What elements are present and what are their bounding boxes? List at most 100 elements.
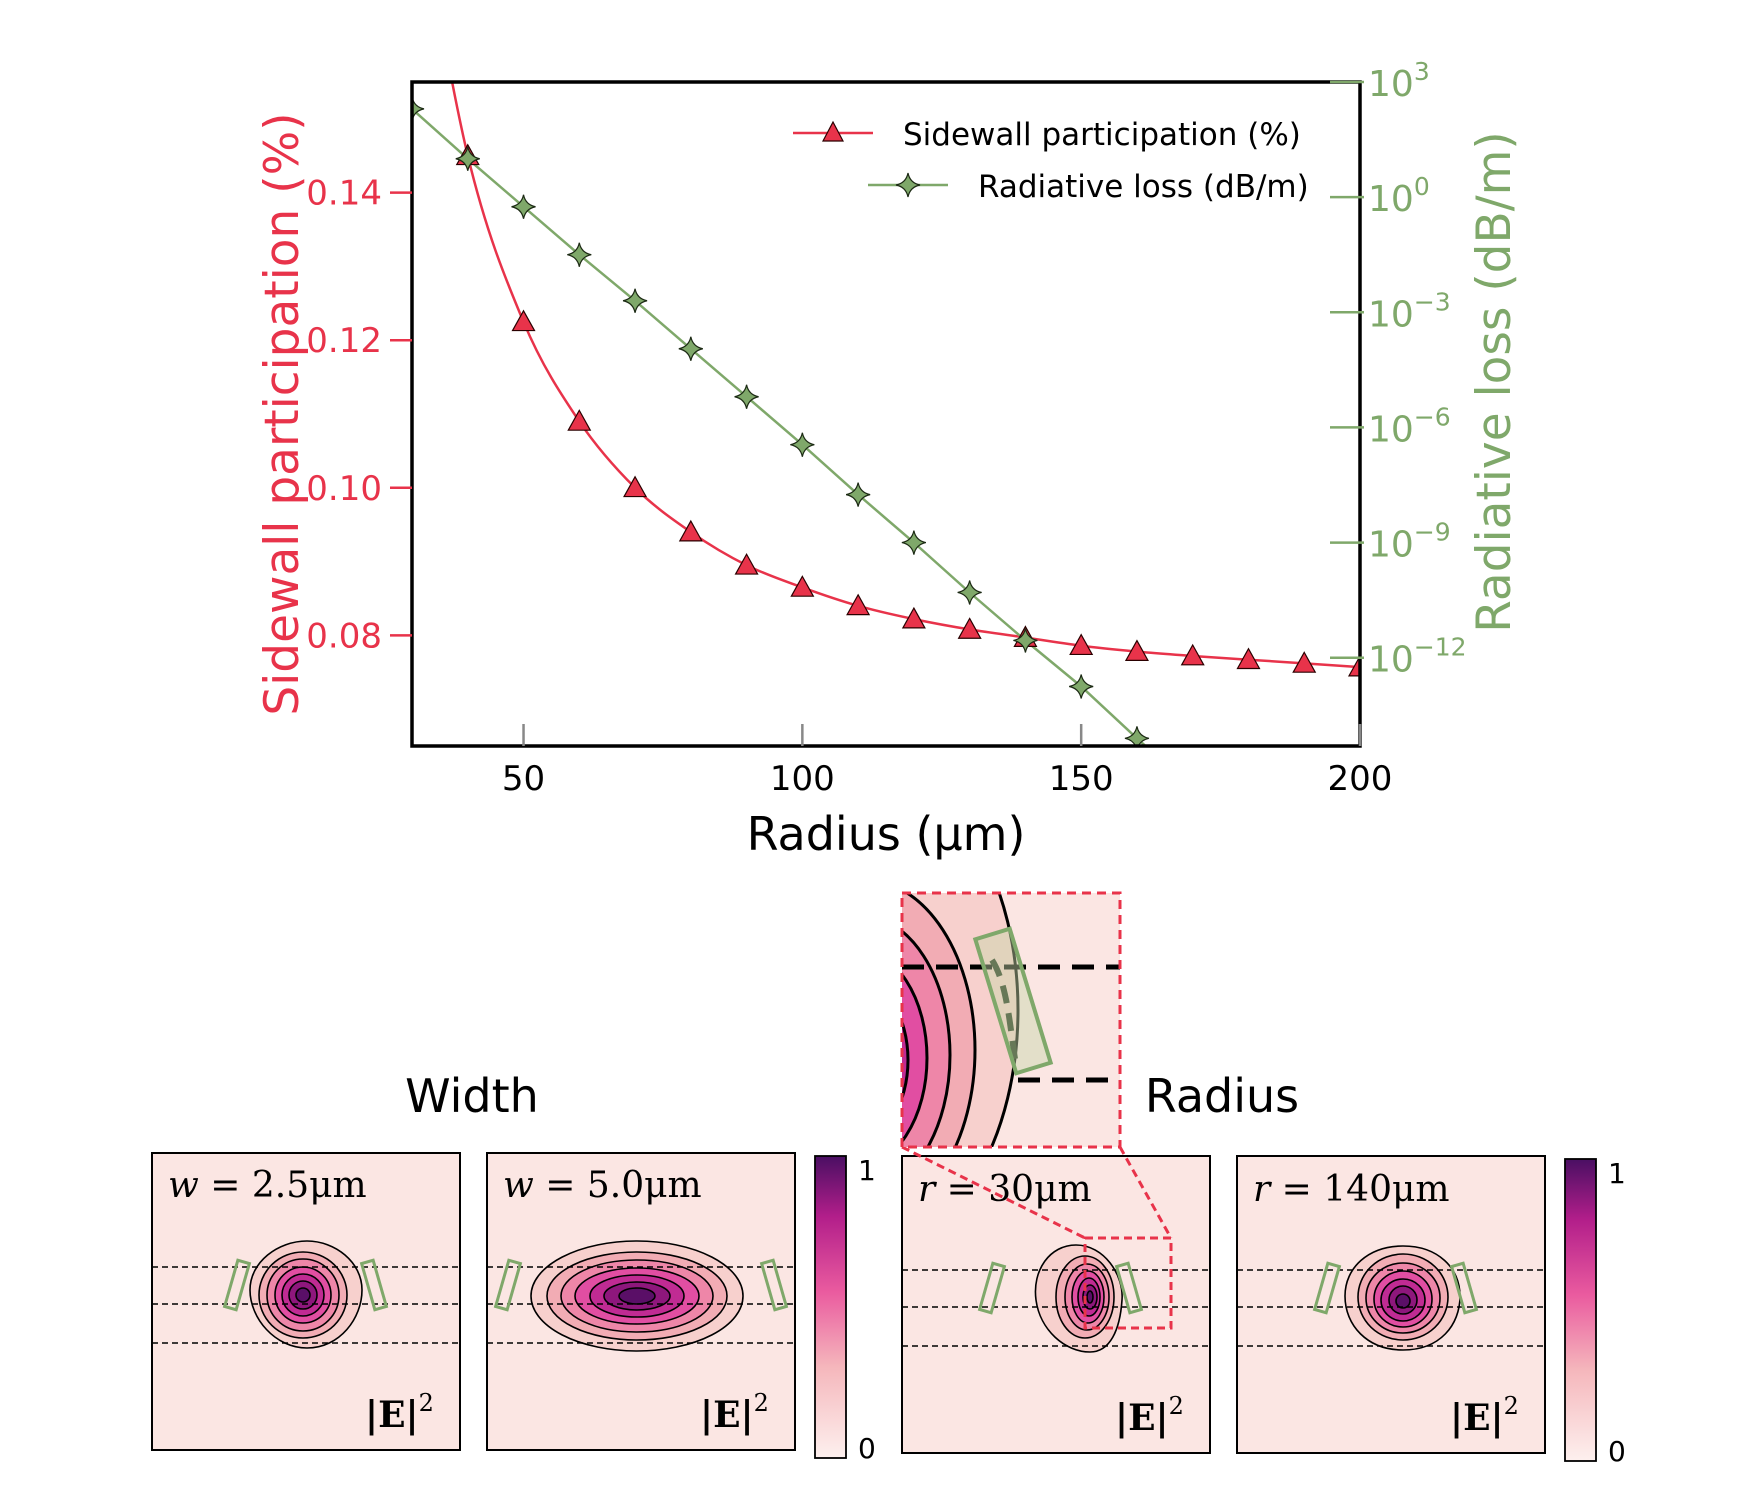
- colorbar-width: 1 0: [814, 1154, 876, 1465]
- field-panel-r-30: r = 30μm |E|2: [901, 1155, 1211, 1454]
- zoom-connectors: [901, 1145, 1173, 1240]
- marker-sidewall-160: [1124, 639, 1149, 661]
- left-tick-label-0.14: 0.14: [306, 174, 382, 214]
- panel-label: w = 5.0μm: [503, 1165, 702, 1206]
- right-y-axis-label: Radiative loss (dB/m): [1467, 131, 1522, 632]
- marker-radiative-90: [734, 384, 759, 409]
- group-title-radius: Radius: [1145, 1069, 1299, 1123]
- panel-frame: [901, 1155, 1211, 1454]
- dual-axis-chart: 50 100 150 200 0.08 0.10 0.12 0.14 103 100 10−3 10−…: [255, 57, 1522, 861]
- sidewall-right: [759, 1258, 789, 1312]
- zoom-inset: [900, 891, 1122, 1149]
- x-axis-label: Radius (μm): [747, 807, 1026, 861]
- inset-layer-boundaries: [902, 964, 1120, 1083]
- colorbar-radius: 1 0: [1564, 1157, 1626, 1468]
- left-tick-label-0.12: 0.12: [306, 321, 382, 361]
- marker-radiative-50: [511, 194, 536, 219]
- inset-contents: [902, 893, 1120, 1147]
- marker-radiative-130: [957, 580, 982, 605]
- field-panel-w-2.5: w = 2.5μm |E|2: [151, 1152, 461, 1451]
- left-tick-label-0.10: 0.10: [306, 469, 382, 509]
- sidewall-right: [359, 1258, 389, 1312]
- marker-radiative-110: [845, 482, 871, 507]
- marker-radiative-60: [567, 242, 592, 267]
- mode-contours: [1344, 1245, 1461, 1351]
- zoom-region: [1083, 1236, 1173, 1330]
- x-tick-label-50: 50: [502, 759, 545, 799]
- plot-frame: [410, 80, 1362, 748]
- quantity-label: |E|2: [1115, 1392, 1184, 1439]
- colorbar-scale: [814, 1155, 847, 1459]
- series-line-sidewall: [450, 82, 1360, 669]
- right-tick-label-3: 103: [1368, 57, 1430, 105]
- x-tick-label-200: 200: [1328, 759, 1393, 799]
- sidewall-left: [493, 1258, 523, 1312]
- right-tick-label--9: 10−9: [1368, 518, 1451, 566]
- colorbar-max-label: 1: [858, 1154, 876, 1187]
- marker-sidewall-60: [567, 409, 592, 431]
- group-title-width: Width: [405, 1069, 539, 1123]
- marker-radiative-70: [622, 288, 648, 313]
- marker-sidewall-170: [1180, 643, 1205, 666]
- legend-label-sidewall: Sidewall participation (%): [903, 117, 1301, 153]
- panel-contents: [1237, 1245, 1545, 1351]
- right-tick-label--6: 10−6: [1368, 402, 1451, 450]
- marker-sidewall-180: [1236, 647, 1261, 670]
- colorbar-min-label: 0: [1608, 1435, 1626, 1468]
- panel-frame: [1236, 1155, 1546, 1454]
- marker-sidewall-90: [734, 553, 759, 575]
- panel-label: r = 140μm: [1253, 1169, 1450, 1210]
- layer-boundaries: [902, 1269, 1210, 1347]
- legend-marker-triangle: [822, 120, 844, 142]
- marker-radiative-80: [678, 336, 703, 361]
- field-panel-r-140: r = 140μm |E|2: [1236, 1155, 1546, 1454]
- sidewall-right: [1449, 1261, 1479, 1315]
- marker-radiative-150: [1069, 674, 1094, 699]
- right-tick-label--3: 10−3: [1368, 287, 1451, 335]
- legend-label-radiative: Radiative loss (dB/m): [978, 169, 1309, 205]
- marker-sidewall-120: [901, 606, 926, 629]
- layer-boundaries: [1237, 1269, 1545, 1347]
- panel-contents: [487, 1240, 795, 1352]
- x-tick-label-150: 150: [1049, 759, 1114, 799]
- quantity-label: |E|2: [365, 1389, 434, 1436]
- sidewall-left: [977, 1261, 1007, 1315]
- field-panels: Width Radius: [151, 891, 1626, 1468]
- series-layer: [412, 82, 1360, 800]
- layer-boundaries: [487, 1266, 795, 1344]
- marker-sidewall-190: [1292, 651, 1317, 673]
- colorbar-scale: [1564, 1158, 1597, 1462]
- right-tick-label-0: 100: [1368, 172, 1430, 220]
- quantity-label: |E|2: [1450, 1392, 1519, 1439]
- marker-sidewall-70: [623, 475, 648, 498]
- colorbar-min-label: 0: [858, 1432, 876, 1465]
- marker-radiative-30: [412, 96, 425, 121]
- panel-label: r = 30μm: [918, 1169, 1092, 1210]
- marker-radiative-160: [1124, 726, 1150, 746]
- marker-radiative-120: [901, 530, 927, 555]
- right-tick-label--12: 10−12: [1368, 633, 1467, 681]
- legend: Sidewall participation (%) Radiative los…: [793, 117, 1309, 205]
- marker-radiative-170: [1181, 776, 1205, 800]
- marker-sidewall-110: [846, 593, 871, 616]
- marker-radiative-40: [455, 146, 480, 171]
- sidewall-left: [1312, 1261, 1342, 1315]
- axes-layer: 50 100 150 200 0.08 0.10 0.12 0.14 103 100 10−3 10−…: [306, 57, 1466, 799]
- sidewall-left: [222, 1258, 252, 1312]
- panel-label: w = 2.5μm: [168, 1165, 367, 1206]
- inset-frame: [900, 891, 1122, 1149]
- left-y-axis-label: Sidewall participation (%): [255, 112, 310, 715]
- legend-marker-diamond: [895, 172, 921, 198]
- marker-sidewall-150: [1069, 633, 1094, 656]
- field-panel-w-5.0: w = 5.0μm |E|2: [486, 1152, 796, 1451]
- marker-sidewall-50: [511, 309, 536, 332]
- panel-frame: [151, 1152, 461, 1451]
- sidewall-right: [1114, 1261, 1144, 1315]
- marker-sidewall-80: [678, 519, 703, 542]
- mode-contours: [530, 1240, 744, 1352]
- marker-sidewall-130: [957, 617, 982, 639]
- quantity-label: |E|2: [700, 1389, 769, 1436]
- marker-radiative-100: [790, 432, 815, 457]
- marker-radiative-140: [1013, 628, 1038, 653]
